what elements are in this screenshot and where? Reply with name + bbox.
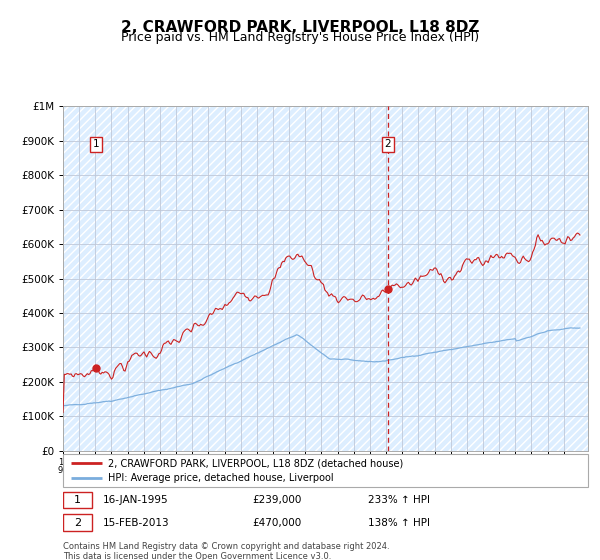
FancyBboxPatch shape [63,454,588,487]
Text: HPI: Average price, detached house, Liverpool: HPI: Average price, detached house, Live… [107,473,333,483]
Text: Price paid vs. HM Land Registry's House Price Index (HPI): Price paid vs. HM Land Registry's House … [121,31,479,44]
FancyBboxPatch shape [63,514,92,531]
Text: 15-FEB-2013: 15-FEB-2013 [103,517,169,528]
Text: £239,000: £239,000 [252,495,301,505]
Text: 233% ↑ HPI: 233% ↑ HPI [367,495,430,505]
Text: 1: 1 [92,139,99,150]
Text: 138% ↑ HPI: 138% ↑ HPI [367,517,430,528]
Text: £470,000: £470,000 [252,517,301,528]
Text: Contains HM Land Registry data © Crown copyright and database right 2024.
This d: Contains HM Land Registry data © Crown c… [63,542,389,560]
Text: 2, CRAWFORD PARK, LIVERPOOL, L18 8DZ (detached house): 2, CRAWFORD PARK, LIVERPOOL, L18 8DZ (de… [107,458,403,468]
Text: 2: 2 [74,517,81,528]
Text: 2: 2 [385,139,391,150]
FancyBboxPatch shape [63,492,92,508]
Text: 16-JAN-1995: 16-JAN-1995 [103,495,168,505]
Text: 2, CRAWFORD PARK, LIVERPOOL, L18 8DZ: 2, CRAWFORD PARK, LIVERPOOL, L18 8DZ [121,20,479,35]
Text: 1: 1 [74,495,81,505]
